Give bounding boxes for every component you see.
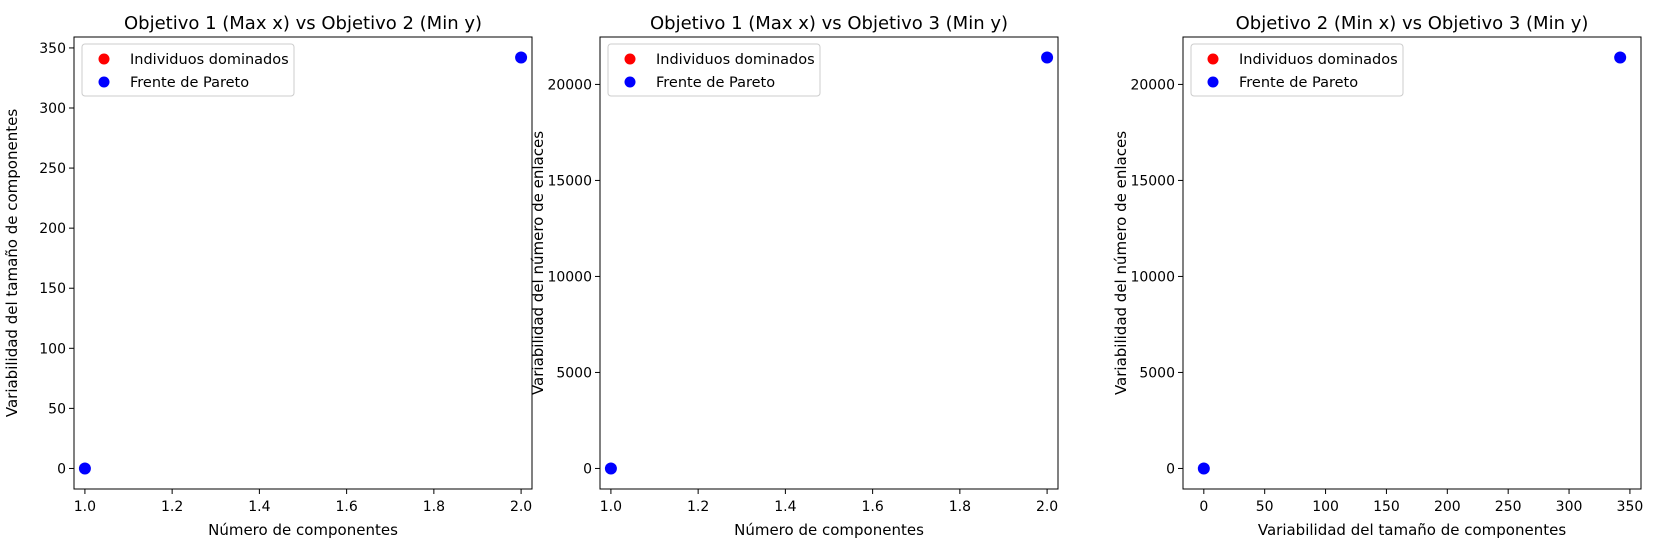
x-tick-label: 1.0 bbox=[600, 499, 622, 515]
x-tick-label: 2.0 bbox=[510, 499, 532, 515]
x-tick-label: 1.8 bbox=[949, 499, 971, 515]
y-axis-label: Variabilidad del número de enlaces bbox=[1112, 131, 1130, 395]
x-tick-label: 0 bbox=[1199, 499, 1208, 515]
y-tick-label: 0 bbox=[1166, 461, 1175, 477]
subplot-3: Objetivo 2 (Min x) vs Objetivo 3 (Min y)… bbox=[1112, 13, 1643, 539]
chart-title: Objetivo 1 (Max x) vs Objetivo 3 (Min y) bbox=[650, 13, 1008, 34]
data-point bbox=[604, 462, 617, 475]
subplot-1: Objetivo 1 (Max x) vs Objetivo 2 (Min y)… bbox=[3, 13, 533, 539]
x-tick-label: 100 bbox=[1312, 499, 1339, 515]
y-tick-label: 300 bbox=[39, 101, 66, 117]
x-tick-label: 1.0 bbox=[74, 499, 96, 515]
y-tick-label: 20000 bbox=[1130, 77, 1175, 93]
y-axis-label: Variabilidad del tamaño de componentes bbox=[3, 109, 21, 417]
x-tick-label: 1.8 bbox=[423, 499, 445, 515]
x-tick-label: 1.6 bbox=[861, 499, 883, 515]
legend: Individuos dominados Frente de Pareto bbox=[1190, 43, 1404, 97]
legend-marker bbox=[98, 76, 110, 88]
y-tick-label: 5000 bbox=[556, 365, 592, 381]
x-tick-label: 150 bbox=[1373, 499, 1400, 515]
legend-marker bbox=[624, 76, 636, 88]
y-tick-label: 100 bbox=[39, 341, 66, 357]
chart-title: Objetivo 1 (Max x) vs Objetivo 2 (Min y) bbox=[124, 13, 482, 34]
x-tick-label: 250 bbox=[1495, 499, 1522, 515]
data-point bbox=[1197, 462, 1210, 475]
y-tick-label: 0 bbox=[57, 461, 66, 477]
legend-label: Individuos dominados bbox=[1239, 52, 1398, 68]
x-tick-label: 1.4 bbox=[774, 499, 796, 515]
y-axis-label: Variabilidad del número de enlaces bbox=[529, 131, 547, 395]
legend-box bbox=[81, 43, 295, 97]
legend-label: Individuos dominados bbox=[130, 52, 289, 68]
y-tick-label: 10000 bbox=[547, 269, 592, 285]
data-point bbox=[1614, 51, 1627, 64]
y-tick-label: 15000 bbox=[547, 173, 592, 189]
axes-frame bbox=[599, 36, 1059, 490]
axes-frame bbox=[73, 36, 533, 490]
x-tick-label: 2.0 bbox=[1036, 499, 1058, 515]
subplot-2: Objetivo 1 (Max x) vs Objetivo 3 (Min y)… bbox=[529, 13, 1059, 539]
x-tick-label: 1.4 bbox=[248, 499, 270, 515]
x-axis-label: Número de componentes bbox=[734, 521, 924, 539]
legend-label: Individuos dominados bbox=[656, 52, 815, 68]
data-point bbox=[515, 51, 528, 64]
legend-label: Frente de Pareto bbox=[1239, 75, 1358, 91]
y-tick-label: 350 bbox=[39, 41, 66, 57]
legend-marker bbox=[98, 53, 110, 65]
x-axis-label: Número de componentes bbox=[208, 521, 398, 539]
x-axis-label: Variabilidad del tamaño de componentes bbox=[1258, 521, 1566, 539]
y-tick-label: 0 bbox=[583, 461, 592, 477]
legend-box bbox=[1190, 43, 1404, 97]
data-point bbox=[1041, 51, 1054, 64]
y-tick-label: 250 bbox=[39, 161, 66, 177]
y-tick-label: 15000 bbox=[1130, 173, 1175, 189]
y-tick-label: 10000 bbox=[1130, 269, 1175, 285]
x-tick-label: 50 bbox=[1256, 499, 1274, 515]
x-tick-label: 350 bbox=[1617, 499, 1644, 515]
y-tick-label: 150 bbox=[39, 281, 66, 297]
x-tick-label: 1.6 bbox=[335, 499, 357, 515]
data-point bbox=[78, 462, 91, 475]
x-tick-label: 1.2 bbox=[687, 499, 709, 515]
y-tick-label: 200 bbox=[39, 221, 66, 237]
legend-label: Frente de Pareto bbox=[130, 75, 249, 91]
y-tick-label: 20000 bbox=[547, 77, 592, 93]
legend-marker bbox=[1207, 53, 1219, 65]
legend-box bbox=[607, 43, 821, 97]
y-tick-label: 5000 bbox=[1139, 365, 1175, 381]
x-tick-label: 200 bbox=[1434, 499, 1461, 515]
legend-marker bbox=[1207, 76, 1219, 88]
legend: Individuos dominados Frente de Pareto bbox=[81, 43, 295, 97]
x-tick-label: 1.2 bbox=[161, 499, 183, 515]
legend: Individuos dominados Frente de Pareto bbox=[607, 43, 821, 97]
x-tick-label: 300 bbox=[1556, 499, 1583, 515]
legend-marker bbox=[624, 53, 636, 65]
legend-label: Frente de Pareto bbox=[656, 75, 775, 91]
axes-frame bbox=[1182, 36, 1642, 490]
y-tick-label: 50 bbox=[48, 401, 66, 417]
chart-title: Objetivo 2 (Min x) vs Objetivo 3 (Min y) bbox=[1236, 13, 1589, 34]
